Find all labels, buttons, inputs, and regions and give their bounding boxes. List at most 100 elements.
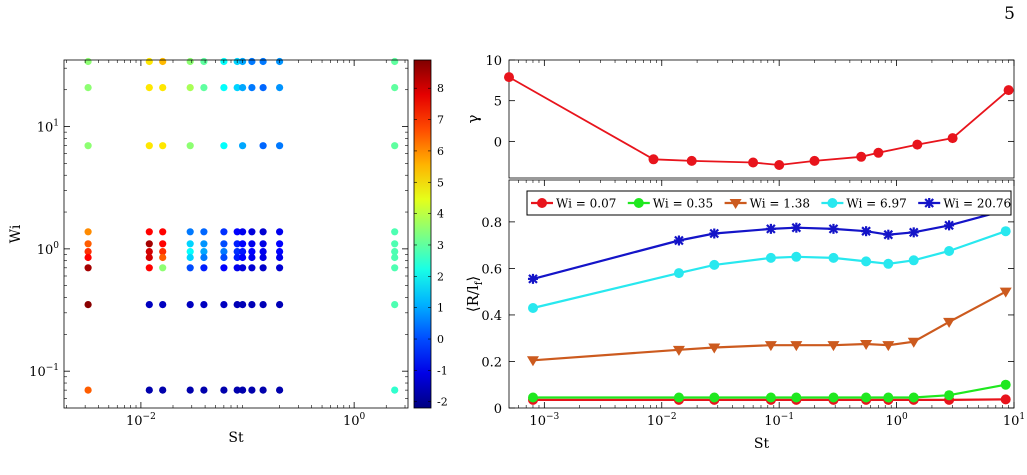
gamma-series-line — [508, 76, 1010, 166]
scatter-point — [248, 386, 256, 394]
rlf-point — [828, 252, 839, 263]
rlf-line-panel: 10−3 10−2 10−1 100 10100.20.40.60.8St⟨R/lf⟩W… — [464, 179, 1025, 452]
rlf-series-line — [532, 290, 1007, 362]
rlf-point — [764, 341, 777, 352]
scatter-point — [159, 84, 167, 92]
rlf-point — [908, 227, 919, 238]
scatter-point — [276, 248, 284, 256]
rlf-x-tick-label: 10−2 — [647, 412, 677, 429]
y-tick-label-base: 10 — [37, 121, 54, 136]
scatter-point — [84, 57, 92, 66]
rlf-y-label-part: f — [474, 280, 485, 285]
rlf-x-tick-label: 10−3 — [529, 412, 559, 429]
scatter-point — [391, 228, 399, 236]
legend-entry: Wi = 20.76 — [943, 197, 1011, 211]
scatter-point — [186, 386, 194, 394]
y-tick-label: 10−1 — [29, 363, 59, 380]
y-tick-label: 100 — [37, 241, 60, 258]
colorbar-tick-label: 7 — [437, 114, 444, 127]
x-tick-label: 100 — [343, 412, 366, 429]
scatter-point — [145, 84, 153, 92]
scatter-point — [84, 240, 92, 248]
scatter-point — [239, 386, 247, 394]
rlf-point — [791, 222, 802, 233]
scatter-point — [276, 264, 284, 272]
scatter-point — [200, 57, 208, 66]
y-tick-label-exponent: 1 — [53, 119, 59, 129]
scatter-point — [233, 301, 241, 309]
scatter-point — [145, 301, 153, 309]
x-tick-label-exponent: 0 — [360, 412, 366, 422]
legend-marker — [924, 198, 935, 208]
asterisk-stroke — [709, 228, 720, 239]
scatter-point — [145, 142, 153, 150]
scatter-point — [259, 57, 267, 66]
rlf-y-tick-label: 0.4 — [481, 309, 502, 324]
rlf-point — [944, 390, 955, 401]
scatter-point — [159, 57, 167, 66]
scatter-point — [159, 248, 167, 256]
rlf-x-tick-label-base: 10 — [647, 414, 664, 429]
rlf-point — [999, 287, 1012, 298]
scatter-point — [259, 84, 267, 92]
scatter-point — [276, 301, 284, 309]
rlf-point — [528, 392, 538, 403]
rlf-point — [944, 246, 955, 256]
scatter-point — [391, 264, 399, 272]
rlf-y-axis-label: ⟨R/lf⟩ — [464, 276, 485, 313]
scatter-point — [276, 386, 284, 394]
colorbar-tick-label: 4 — [437, 208, 444, 221]
scatter-point — [186, 248, 194, 256]
asterisk-stroke — [766, 224, 776, 234]
scatter-point — [220, 142, 228, 150]
legend-entry: Wi = 1.38 — [750, 197, 810, 211]
rlf-point — [790, 341, 803, 352]
rlf-axes-box — [508, 179, 1015, 409]
scatter-point — [259, 301, 267, 309]
scatter-point — [159, 240, 167, 248]
legend-entry: Wi = 0.35 — [653, 197, 713, 211]
scatter-point — [233, 264, 241, 272]
rlf-point — [673, 392, 684, 403]
scatter-point — [200, 253, 208, 262]
rlf-series-line — [532, 230, 1007, 310]
rlf-point — [883, 392, 894, 403]
rlf-x-tick-label-exponent: −3 — [546, 412, 560, 422]
rlf-point — [526, 356, 539, 367]
scatter-point — [248, 248, 256, 256]
rlf-x-tick-label-base: 10 — [529, 414, 546, 429]
rlf-x-tick-label: 101 — [1003, 412, 1025, 429]
rlf-point — [673, 235, 684, 246]
colorbar-tick-label: 8 — [437, 82, 444, 95]
scatter-point — [220, 248, 228, 256]
scatter-point — [159, 264, 167, 272]
gamma-point — [809, 155, 820, 166]
scatter-point — [239, 240, 247, 248]
gamma-point — [873, 147, 884, 158]
y-axis-label: Wi — [8, 224, 24, 243]
rlf-point — [1000, 226, 1011, 237]
rlf-point — [709, 392, 720, 403]
scatter-point — [200, 264, 208, 272]
page-number: 5 — [1004, 4, 1015, 24]
y-tick-label-base: 10 — [29, 365, 46, 380]
rlf-y-tick-label: 0 — [494, 402, 502, 417]
scatter-point — [200, 301, 208, 309]
colorbar-tick-label: -2 — [437, 396, 448, 409]
scatter-point — [391, 84, 399, 92]
rlf-point — [1000, 394, 1011, 405]
scatter-point — [159, 228, 167, 236]
scatter-point — [145, 264, 153, 272]
asterisk-stroke — [528, 274, 538, 284]
scatter-axes-box — [63, 59, 409, 409]
gamma-point — [686, 155, 697, 166]
rlf-point — [765, 252, 776, 263]
gamma-point — [912, 139, 923, 150]
y-tick-label-exponent: −1 — [46, 363, 59, 373]
rlf-x-tick-label-base: 10 — [1003, 414, 1020, 429]
rlf-point — [908, 255, 919, 266]
gamma-point — [774, 160, 785, 170]
asterisk-stroke — [944, 220, 954, 231]
